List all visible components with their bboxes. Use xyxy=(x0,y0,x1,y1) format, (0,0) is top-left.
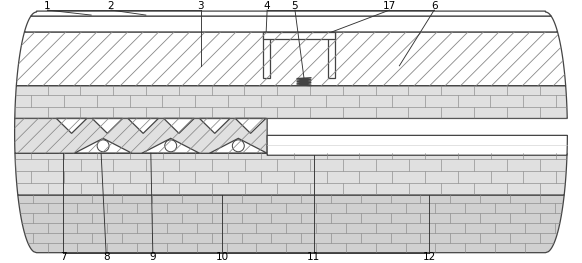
Polygon shape xyxy=(235,118,266,133)
Polygon shape xyxy=(24,16,558,32)
Polygon shape xyxy=(74,138,132,153)
Polygon shape xyxy=(128,118,158,133)
Polygon shape xyxy=(15,153,567,195)
Polygon shape xyxy=(16,32,566,86)
Circle shape xyxy=(232,140,244,152)
Polygon shape xyxy=(15,86,567,118)
Polygon shape xyxy=(267,135,567,155)
Text: 3: 3 xyxy=(197,1,204,11)
Text: 4: 4 xyxy=(264,1,271,11)
Polygon shape xyxy=(31,11,551,16)
Text: 12: 12 xyxy=(423,252,436,262)
Text: 2: 2 xyxy=(108,1,115,11)
Text: 11: 11 xyxy=(307,252,321,262)
Polygon shape xyxy=(92,118,123,133)
Polygon shape xyxy=(200,118,230,133)
Polygon shape xyxy=(164,118,194,133)
Text: 7: 7 xyxy=(60,252,67,262)
Polygon shape xyxy=(142,138,200,153)
Text: 17: 17 xyxy=(383,1,396,11)
Bar xyxy=(263,32,335,39)
Text: 10: 10 xyxy=(216,252,229,262)
Polygon shape xyxy=(210,138,267,153)
Text: 9: 9 xyxy=(150,252,156,262)
Text: 5: 5 xyxy=(292,1,299,11)
Text: 6: 6 xyxy=(431,1,438,11)
Circle shape xyxy=(165,140,177,152)
Circle shape xyxy=(97,140,109,152)
Text: 8: 8 xyxy=(103,252,109,262)
Polygon shape xyxy=(56,118,87,133)
Bar xyxy=(328,32,335,78)
Bar xyxy=(263,32,270,78)
Text: 1: 1 xyxy=(44,1,51,11)
Polygon shape xyxy=(15,118,267,153)
Polygon shape xyxy=(18,195,564,253)
